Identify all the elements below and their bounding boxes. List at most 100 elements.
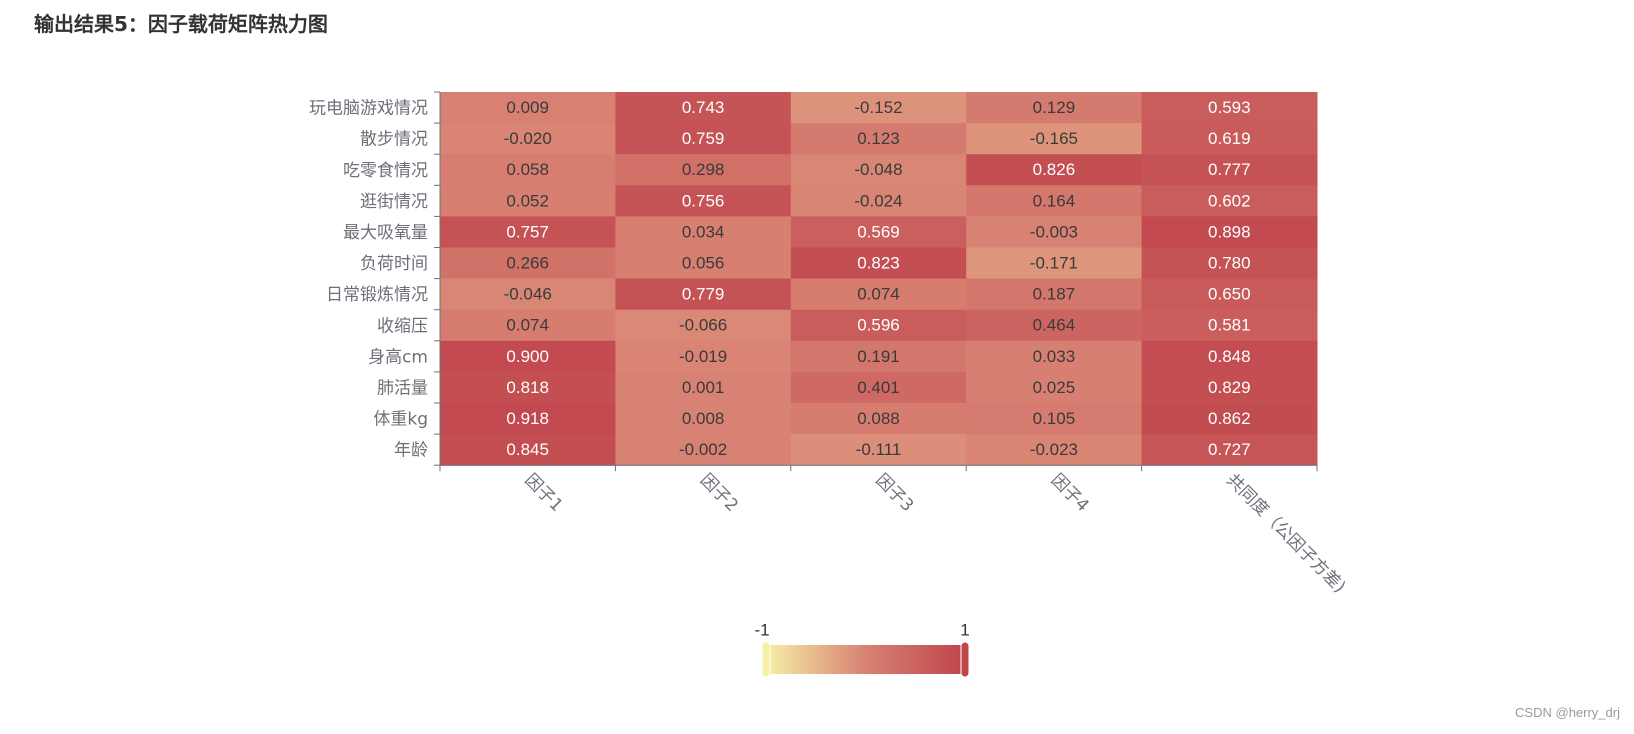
heatmap-cell (966, 278, 1143, 311)
cell-value-label: 0.918 (506, 409, 549, 428)
heatmap-cell (615, 309, 792, 342)
cell-value-label: 0.602 (1208, 191, 1251, 210)
cell-value-label: -0.066 (679, 316, 727, 335)
heatmap-cell (440, 185, 616, 217)
cell-value-label: 0.464 (1033, 316, 1076, 335)
cell-value-label: 0.581 (1208, 316, 1251, 335)
heatmap-cell (1141, 154, 1318, 186)
x-tick-label: 因子1 (521, 470, 567, 516)
cell-value-label: 0.829 (1208, 378, 1251, 397)
x-tick-label: 因子3 (871, 470, 917, 516)
cell-value-label: 0.001 (682, 378, 725, 397)
cell-value-label: 0.052 (506, 191, 549, 210)
cell-value-label: -0.046 (504, 285, 552, 304)
cell-value-label: 0.743 (682, 98, 725, 117)
chart-title: 输出结果5：因子载荷矩阵热力图 (34, 12, 328, 36)
cell-value-label: -0.165 (1030, 129, 1078, 148)
heatmap-cell (615, 92, 792, 124)
cell-value-label: 0.033 (1033, 347, 1076, 366)
y-tick-label: 散步情况 (360, 130, 428, 150)
cell-value-label: -0.003 (1030, 222, 1078, 241)
heatmap-cell (790, 92, 967, 124)
heatmap-cell (615, 247, 792, 280)
cell-value-label: 0.129 (1033, 98, 1076, 117)
cell-value-label: 0.780 (1208, 254, 1251, 273)
heatmap-cell (790, 185, 967, 217)
heatmap-cell (440, 278, 616, 311)
y-tick-label: 肺活量 (377, 378, 428, 398)
cell-value-label: -0.171 (1030, 254, 1078, 273)
heatmap-cell (615, 403, 792, 435)
y-tick-label: 吃零食情况 (343, 161, 428, 181)
heatmap-cell (1141, 123, 1318, 155)
heatmap-cell (790, 434, 967, 466)
heatmap-cell (440, 123, 616, 155)
cell-value-label: 0.191 (857, 347, 900, 366)
cell-value-label: 0.025 (1033, 378, 1076, 397)
heatmap-cell (966, 309, 1143, 342)
cell-value-label: 0.848 (1208, 347, 1251, 366)
cell-value-label: 0.823 (857, 254, 900, 273)
heatmap-cell (790, 247, 967, 280)
cell-value-label: -0.152 (854, 98, 902, 117)
cell-value-label: -0.024 (854, 191, 902, 210)
heatmap-cell (1141, 92, 1318, 124)
cell-value-label: -0.111 (856, 440, 902, 459)
cell-value-label: 0.266 (506, 254, 549, 273)
x-tick-label: 因子2 (696, 470, 742, 516)
heatmap-cell (1141, 185, 1318, 217)
cell-value-label: 0.088 (857, 409, 900, 428)
heatmap-cell (440, 403, 616, 435)
cell-labels: 0.009 0.743 -0.152 0.129 0.593 -0.020 0.759 0.1… (504, 98, 1251, 459)
heatmap-cell (966, 123, 1143, 155)
heatmap-cell (1141, 340, 1318, 373)
heatmap-cell (790, 371, 967, 404)
heatmap-cell (790, 403, 967, 435)
heatmap-cell (790, 309, 967, 342)
cell-value-label: 0.187 (1033, 285, 1076, 304)
heatmap-cell (790, 340, 967, 373)
cell-value-label: 0.593 (1208, 98, 1251, 117)
cell-value-label: 0.900 (506, 347, 549, 366)
heatmap-cell (1141, 247, 1318, 280)
cell-value-label: 0.056 (682, 254, 725, 273)
visual-map-handle-min[interactable] (761, 641, 771, 678)
visual-map-bar (766, 645, 965, 674)
y-tick-label: 逛街情况 (360, 192, 428, 212)
cell-value-label: 0.034 (682, 222, 725, 241)
heatmap-cell (440, 216, 616, 248)
y-tick-label: 日常锻炼情况 (326, 285, 428, 305)
heatmap-cell (1141, 309, 1318, 342)
heatmap-cell (615, 154, 792, 186)
heatmap-cell (440, 371, 616, 404)
heatmap-cell (966, 92, 1143, 124)
y-tick-label: 玩电脑游戏情况 (309, 99, 428, 119)
heatmap-cell (1141, 278, 1318, 311)
heatmap-cell (1141, 371, 1318, 404)
visual-map-max-label: 1 (960, 620, 969, 639)
cell-value-label: 0.757 (506, 222, 549, 241)
x-tick-label: 因子4 (1047, 470, 1093, 516)
cell-value-label: 0.777 (1208, 160, 1251, 179)
heatmap-cell (615, 216, 792, 248)
visual-map-legend: -1 1 (754, 620, 970, 678)
heatmap-cell (966, 185, 1143, 217)
heatmap-cell (440, 309, 616, 342)
heatmap-cell (790, 123, 967, 155)
heatmap-cell (615, 185, 792, 217)
cell-value-label: 0.756 (682, 191, 725, 210)
cell-value-label: 0.845 (506, 440, 549, 459)
heatmap-cell (790, 154, 967, 186)
heatmap-cell (966, 154, 1143, 186)
visual-map-handle-max[interactable] (960, 641, 970, 678)
cell-value-label: 0.298 (682, 160, 725, 179)
heatmap-cell (790, 278, 967, 311)
cell-value-label: 0.862 (1208, 409, 1251, 428)
heatmap-cell (966, 371, 1143, 404)
cell-value-label: 0.727 (1208, 440, 1251, 459)
cell-value-label: -0.002 (679, 440, 727, 459)
cell-value-label: 0.074 (506, 316, 549, 335)
heatmap-cell (790, 216, 967, 248)
cell-value-label: 0.779 (682, 285, 725, 304)
